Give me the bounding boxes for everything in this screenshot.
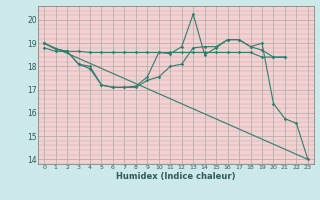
X-axis label: Humidex (Indice chaleur): Humidex (Indice chaleur) xyxy=(116,172,236,181)
